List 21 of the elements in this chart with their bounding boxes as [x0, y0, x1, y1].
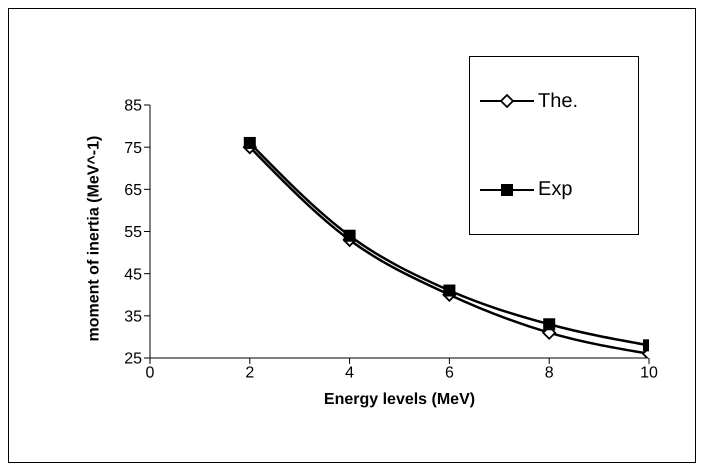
legend-label: The. — [538, 90, 578, 113]
y-tick-label: 65 — [124, 182, 142, 200]
x-tick-label: 4 — [345, 364, 354, 382]
point — [543, 318, 556, 330]
x-tick-label: 0 — [146, 364, 155, 382]
point — [443, 284, 456, 297]
y-tick-label: 55 — [124, 224, 142, 242]
x-tick-label: 2 — [245, 364, 254, 382]
y-tick-label: 35 — [124, 308, 142, 326]
x-tick-label: 6 — [444, 364, 454, 382]
y-axis-title: moment of inertia (MeV^-1) — [86, 136, 103, 342]
x-tick-label: 8 — [544, 364, 554, 382]
y-tick-label: 25 — [124, 350, 142, 368]
legend-label: Exp — [538, 178, 572, 202]
y-tick-label: 45 — [124, 266, 142, 284]
y-tick-label: 85 — [124, 98, 142, 115]
point — [344, 230, 356, 242]
y-tick-label: 75 — [124, 140, 142, 157]
point — [244, 136, 256, 149]
x-tick-label: 10 — [640, 364, 658, 382]
x-axis-title: Energy levels (MeV) — [324, 391, 476, 408]
